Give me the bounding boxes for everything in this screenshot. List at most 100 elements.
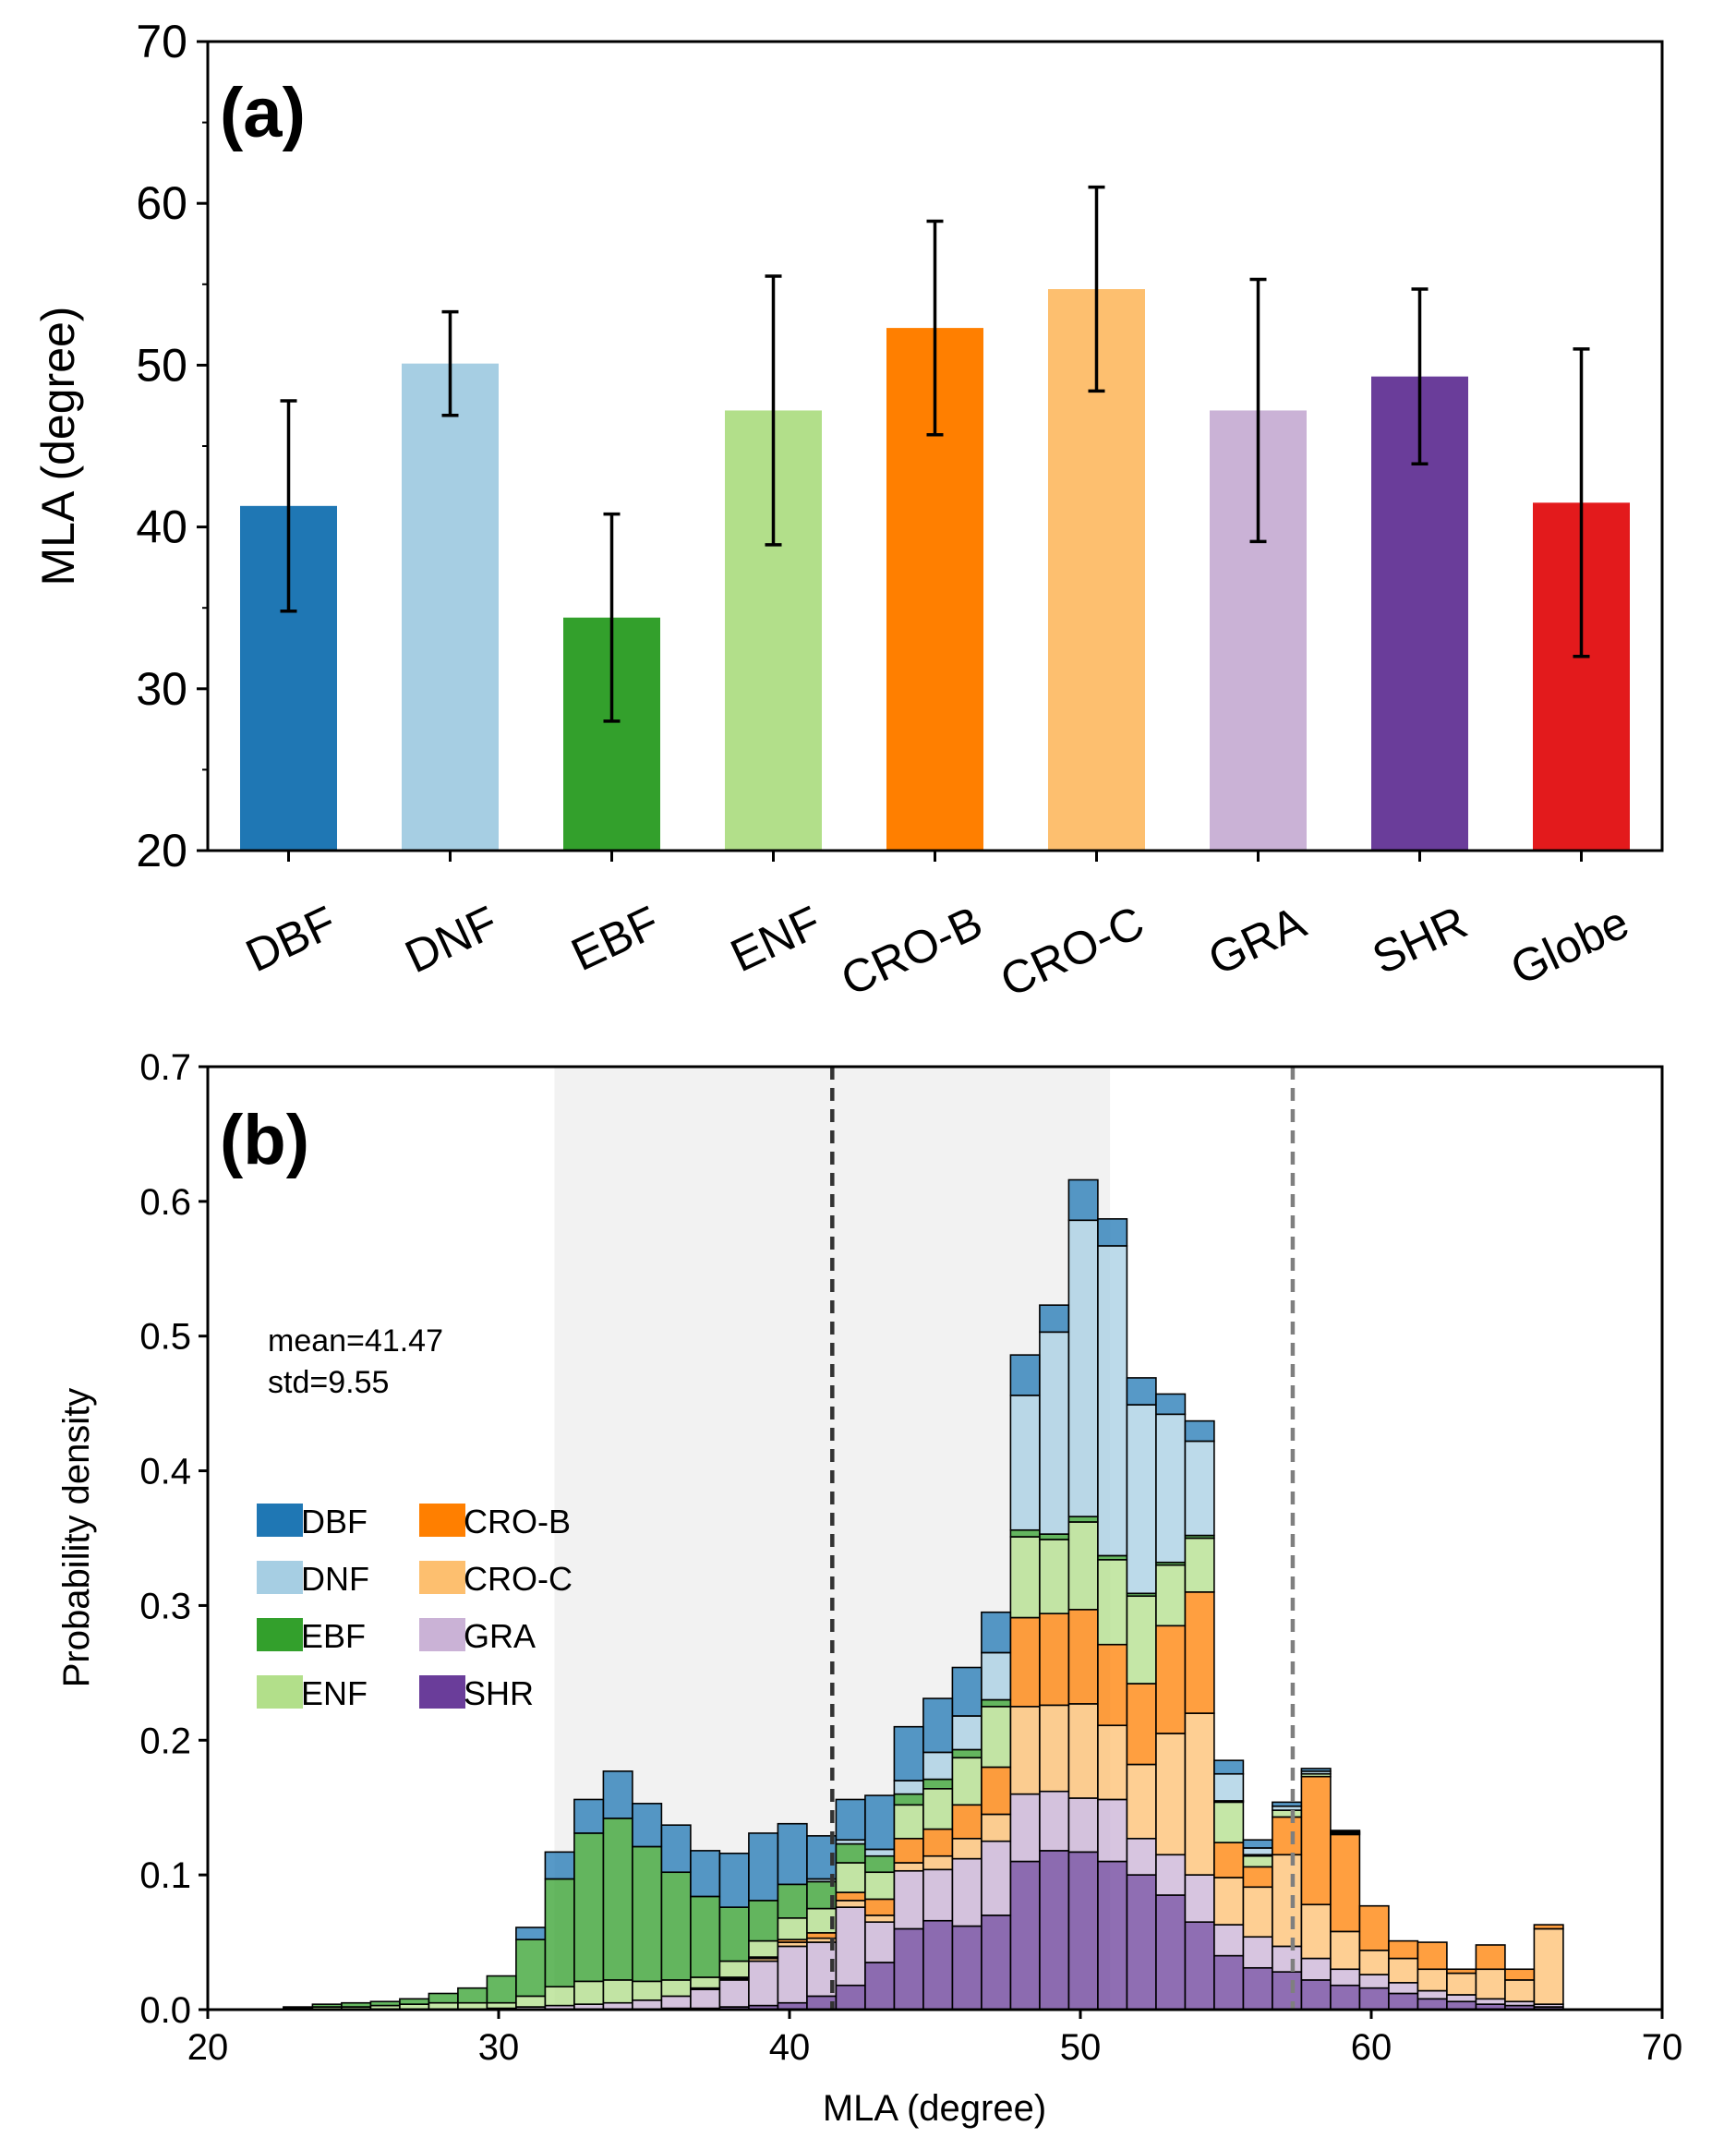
x-tick-label-60: 60 [1351, 2027, 1392, 2068]
hist-bar-gra-31 [1184, 1874, 1215, 1923]
panel-b-x-axis-label: MLA (degree) [823, 2088, 1046, 2129]
hist-bar-dnf-29 [1126, 1404, 1157, 1595]
x-tick-label-dbf: DBF [238, 896, 344, 982]
hist-bar-gra-12 [632, 1999, 663, 2011]
panel-a-bars [240, 289, 1630, 851]
hist-bar-dbf-34 [1272, 1801, 1303, 1807]
hist-bar-enf-30 [1155, 1564, 1187, 1627]
hist-bar-dbf-19 [835, 1798, 866, 1842]
hist-bar-dbf-25 [1009, 1354, 1041, 1396]
hist-bar-gra-29 [1126, 1837, 1157, 1876]
hist-bar-shr-23 [951, 1925, 983, 2011]
hist-bar-shr-24 [981, 1914, 1012, 2011]
hist-bar-dbf-28 [1097, 1218, 1128, 1247]
hist-bar-cro-b-37 [1358, 1904, 1390, 1951]
hist-bar-enf-19 [835, 1862, 866, 1893]
hist-bar-dbf-14 [690, 1850, 721, 1898]
hist-bar-ebf-22 [922, 1778, 954, 1790]
hist-bar-cro-c-21 [893, 1862, 924, 1872]
panel-b-legend: DBF DNF EBF ENF CRO-B CRO-C GRA SHR [257, 1503, 573, 1712]
hist-bar-cro-b-24 [981, 1766, 1012, 1816]
hist-bar-shr-21 [893, 1927, 924, 2011]
hist-bar-gra-33 [1242, 1936, 1273, 1969]
hist-bar-ebf-20 [864, 1854, 896, 1874]
hist-bar-cro-c-37 [1358, 1950, 1390, 1975]
hist-bar-shr-20 [864, 1962, 896, 2011]
hist-bar-gra-36 [1330, 1968, 1361, 1987]
hist-bar-enf-16 [748, 1939, 779, 1958]
hist-bar-ebf-23 [951, 1748, 983, 1759]
y-tick-label-0.7: 0.7 [139, 1047, 191, 1088]
hist-bar-gra-20 [864, 1921, 896, 1963]
hist-bar-gra-40 [1446, 1994, 1477, 2003]
legend-label-shr: SHR [464, 1674, 534, 1712]
hist-bar-cro-b-19 [835, 1891, 866, 1902]
hist-bar-shr-22 [922, 1919, 954, 2011]
hist-bar-enf-14 [690, 1976, 721, 1989]
hist-bar-cro-b-20 [864, 1898, 896, 1916]
x-tick-label-dnf: DNF [397, 896, 505, 983]
hist-bar-ebf-27 [1067, 1516, 1099, 1523]
hist-bar-ebf-9 [544, 1878, 575, 1988]
legend-label-cro-c: CRO-C [464, 1560, 573, 1598]
x-tick-label-50: 50 [1060, 2027, 1102, 2068]
panel-b-y-axis-label: Probability density [56, 1388, 97, 1688]
hist-bar-ebf-19 [835, 1842, 866, 1864]
hist-bar-gra-19 [835, 1906, 866, 1987]
hist-bar-ebf-4 [399, 1998, 430, 2005]
hist-bar-cro-b-34 [1272, 1816, 1303, 1856]
legend-swatch-dnf [257, 1561, 303, 1594]
x-tick-label-gra: GRA [1200, 896, 1313, 985]
panel-b-annotation-std: std=9.55 [268, 1365, 389, 1400]
hist-bar-dbf-31 [1184, 1419, 1215, 1443]
legend-label-dbf: DBF [301, 1503, 368, 1540]
hist-bar-shr-36 [1330, 1984, 1361, 2011]
y-tick-label-0.4: 0.4 [139, 1452, 191, 1492]
hist-bar-dbf-36 [1330, 1830, 1361, 1833]
panel-b-histogram-bars [283, 1178, 1564, 2011]
hist-bar-gra-22 [922, 1868, 954, 1922]
panel-b-x-axis: 20 30 40 50 60 70 [187, 2010, 1682, 2068]
hist-bar-ebf-11 [602, 1818, 633, 1981]
hist-bar-cro-c-27 [1067, 1703, 1099, 1799]
hist-bar-dnf-26 [1039, 1331, 1070, 1535]
hist-bar-cro-c-40 [1446, 1972, 1477, 1996]
hist-bar-ebf-15 [718, 1906, 750, 1963]
hist-bar-cro-b-26 [1039, 1612, 1070, 1707]
panel-b-y-axis: 0.0 0.1 0.2 0.3 0.4 0.5 0.6 0.7 [139, 1047, 208, 2031]
y-tick-label-0.2: 0.2 [139, 1721, 191, 1761]
hist-bar-cro-b-41 [1475, 1944, 1506, 1971]
x-tick-label-cro-b: CRO-B [833, 896, 990, 1006]
hist-bar-gra-17 [777, 1945, 808, 2004]
hist-bar-gra-15 [718, 1979, 750, 2008]
hist-bar-shr-34 [1272, 1971, 1303, 2011]
hist-bar-ebf-10 [573, 1832, 605, 1983]
hist-bar-dbf-11 [602, 1770, 633, 1819]
panel-a-error-bars [280, 185, 1590, 723]
hist-bar-cro-c-26 [1039, 1704, 1070, 1793]
hist-bar-dbf-13 [660, 1824, 692, 1874]
y-tick-label-0.3: 0.3 [139, 1586, 191, 1626]
hist-bar-cro-b-43 [1533, 1924, 1564, 1930]
y-tick-label-0.5: 0.5 [139, 1317, 191, 1358]
hist-bar-cro-c-30 [1155, 1733, 1187, 1856]
hist-bar-dbf-12 [632, 1803, 663, 1848]
hist-bar-ebf-17 [777, 1883, 808, 1919]
legend-swatch-cro-c [419, 1561, 465, 1594]
hist-bar-enf-8 [515, 1995, 547, 2008]
panel-a-label: (a) [220, 74, 306, 152]
hist-bar-enf-31 [1184, 1537, 1215, 1593]
hist-bar-shr-29 [1126, 1874, 1157, 2011]
hist-bar-enf-7 [486, 2001, 517, 2010]
panel-b-annotation-mean: mean=41.47 [268, 1323, 443, 1359]
hist-bar-cro-c-34 [1272, 1854, 1303, 1948]
x-tick-label-globe: Globe [1503, 896, 1637, 995]
x-tick-label-shr: SHR [1365, 896, 1475, 984]
panel-a: 20 30 40 50 60 70 DBF DNF EBF ENF CRO-B CRO-C GRA SH… [32, 16, 1664, 1007]
hist-bar-enf-29 [1126, 1595, 1157, 1685]
hist-bar-dbf-30 [1155, 1393, 1187, 1416]
x-tick-label-enf: ENF [723, 896, 828, 982]
hist-bar-gra-30 [1155, 1854, 1187, 1896]
hist-bar-shr-37 [1358, 1987, 1390, 2011]
hist-bar-gra-32 [1213, 1924, 1245, 1957]
